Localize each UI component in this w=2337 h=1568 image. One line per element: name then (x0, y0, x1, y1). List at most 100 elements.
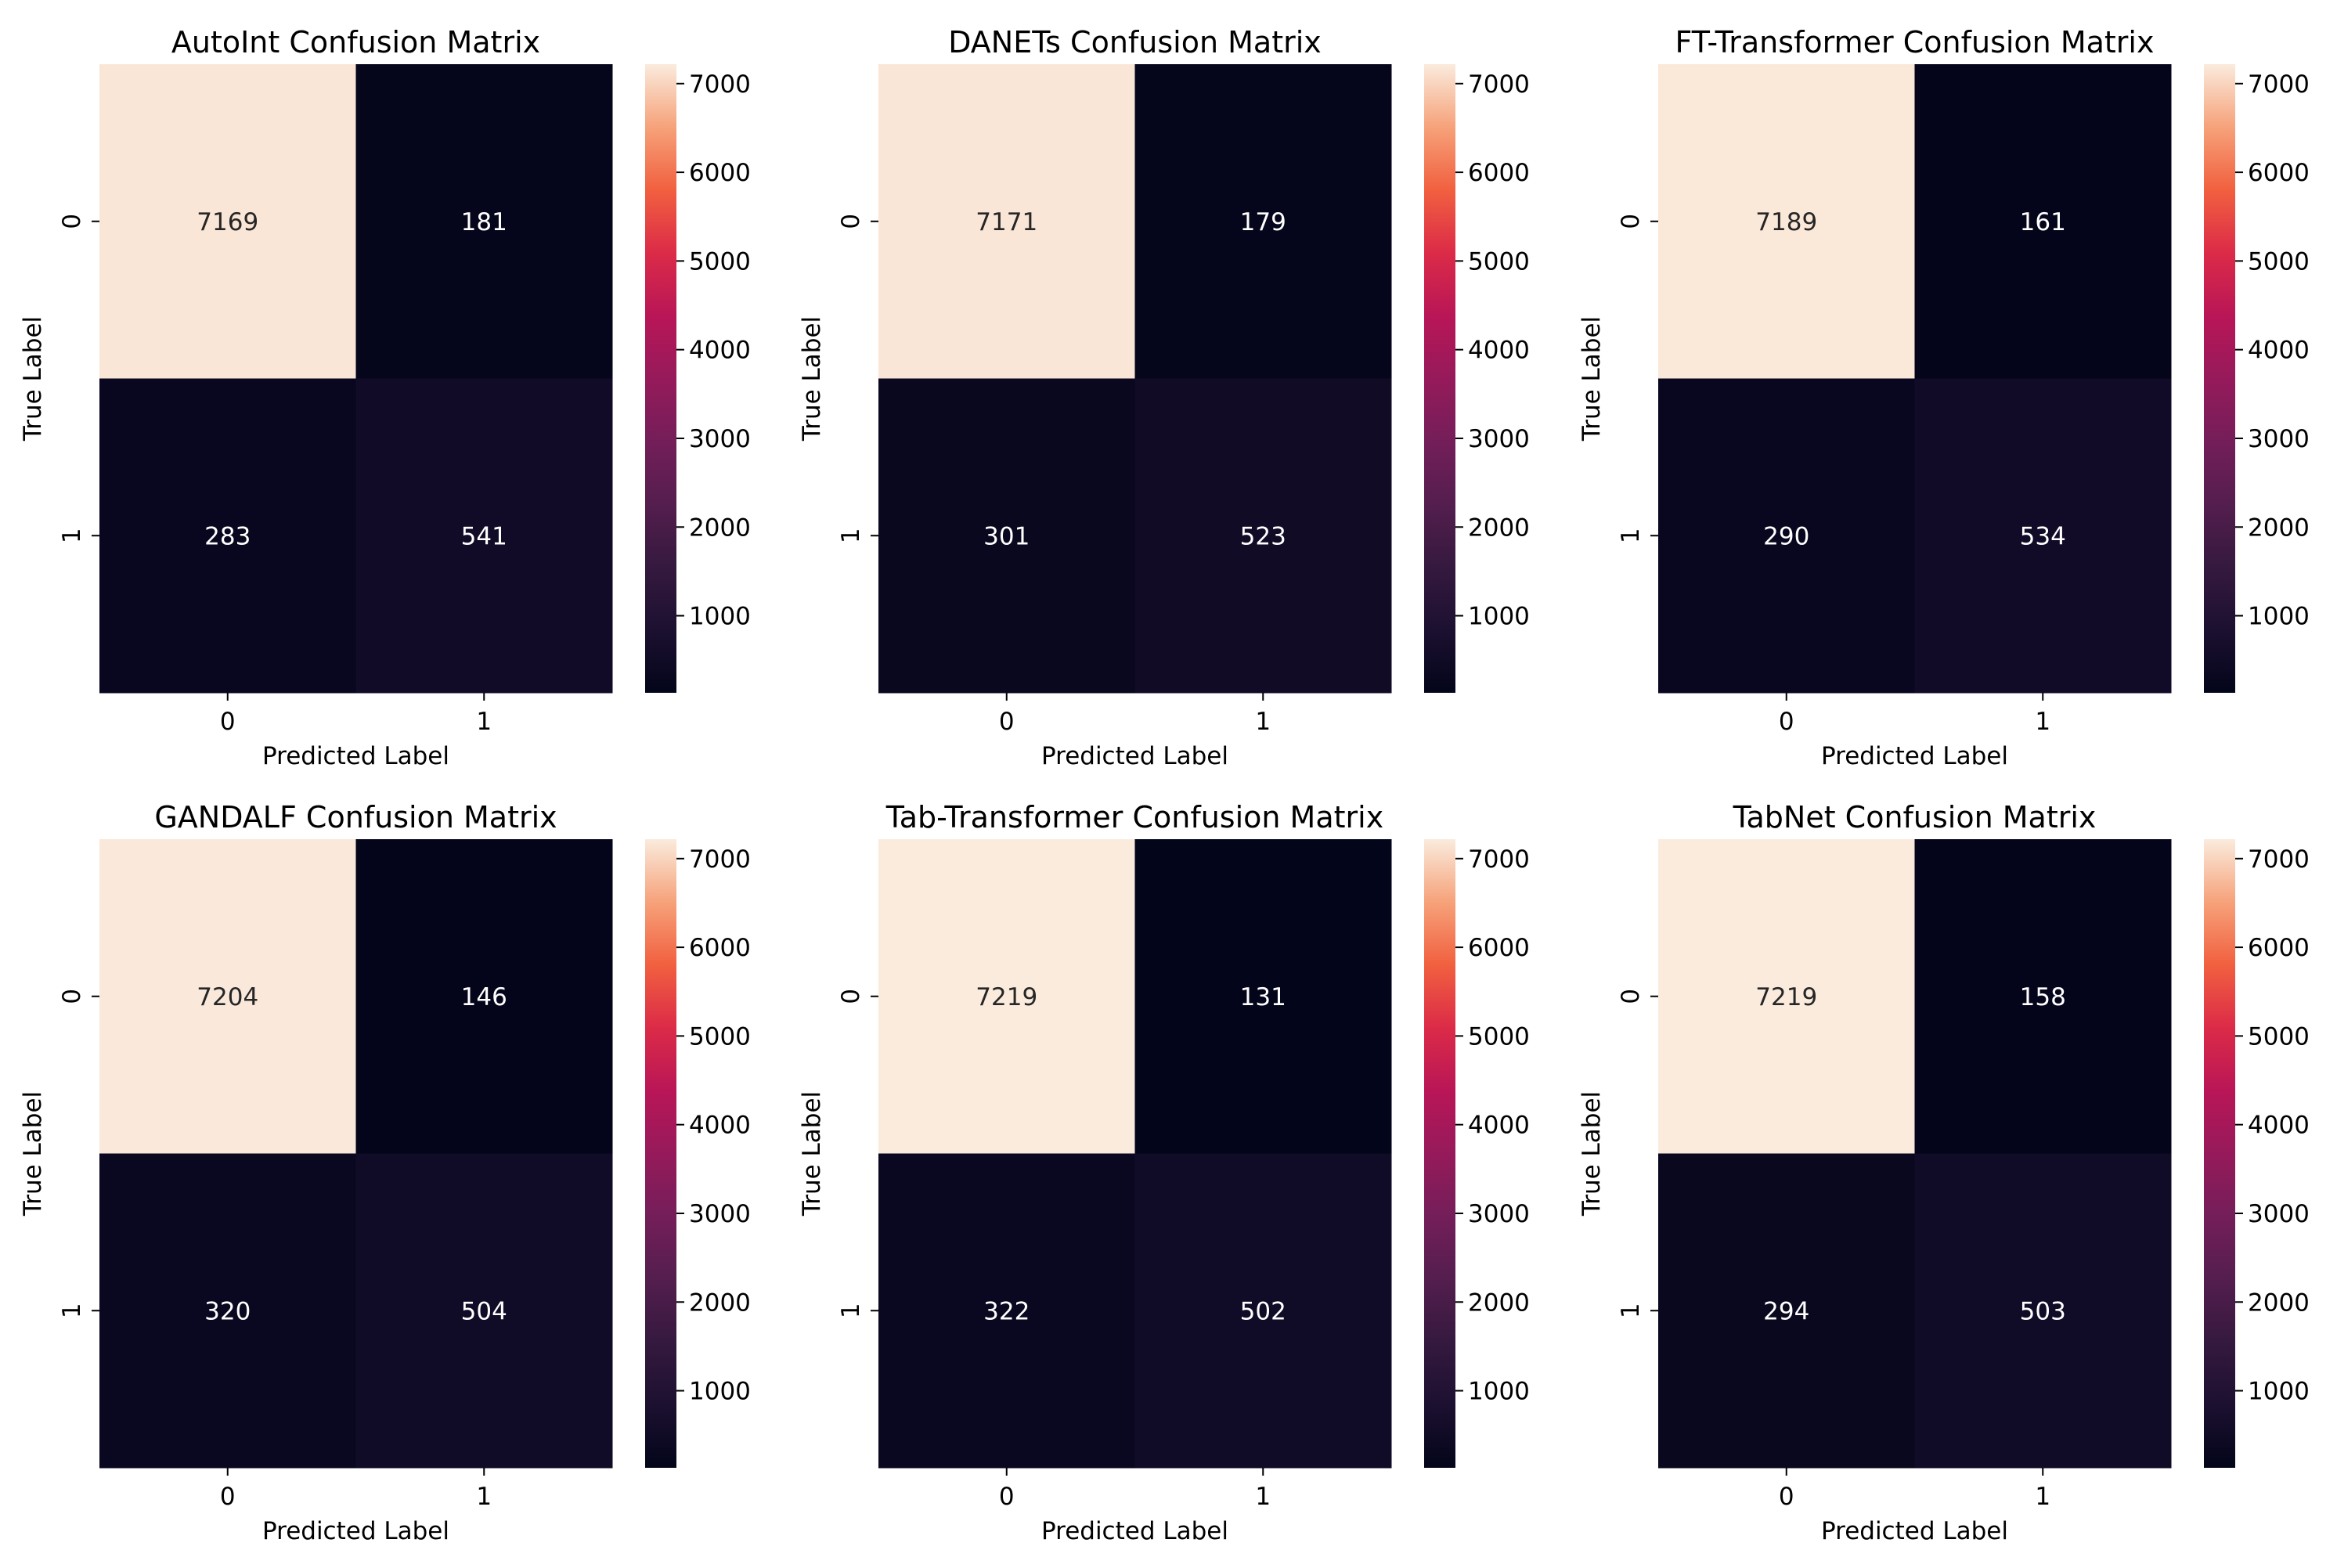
colorbar-tick-label: 2000 (2248, 1289, 2310, 1317)
y-tick-label: 0 (58, 214, 86, 229)
panel-title: AutoInt Confusion Matrix (171, 25, 540, 59)
colorbar-tick-label: 4000 (2248, 337, 2310, 365)
x-tick-label: 0 (220, 708, 236, 736)
cell-value-label: 301 (983, 522, 1030, 550)
cell-value-label: 179 (1240, 208, 1286, 236)
heatmap-cell (1134, 64, 1392, 379)
confusion-matrix-panel-5: TabNet Confusion Matrix 7219 158 294 503 0 1 Pr… (1578, 800, 2310, 1545)
colorbar-tick-label: 5000 (2248, 1022, 2310, 1051)
colorbar-tick-label: 6000 (689, 934, 751, 962)
x-tick-label: 0 (1779, 708, 1794, 736)
heatmap-cell (99, 1153, 356, 1469)
heatmap-cell (355, 378, 613, 694)
cell-value-label: 181 (461, 208, 507, 236)
colorbar-tick-label: 3000 (2248, 425, 2310, 453)
colorbar-tick-label: 3000 (689, 425, 751, 453)
colorbar-tick-label: 6000 (2248, 159, 2310, 187)
x-tick-label: 1 (2035, 1483, 2050, 1511)
colorbar-tick-label: 2000 (1468, 1289, 1530, 1317)
colorbar-tick-label: 1000 (1468, 1378, 1530, 1406)
colorbar-tick-label: 4000 (689, 337, 751, 365)
heatmap-cell (1658, 378, 1915, 694)
cell-value-label: 7189 (1755, 208, 1817, 236)
colorbar-tick-label: 1000 (1468, 603, 1530, 631)
colorbar-tick-label: 1000 (689, 1378, 751, 1406)
cell-value-label: 161 (2020, 208, 2066, 236)
x-axis-label: Predicted Label (1041, 742, 1228, 770)
y-tick-label: 0 (58, 989, 86, 1004)
panel-title: DANETs Confusion Matrix (948, 25, 1322, 59)
cell-value-label: 290 (1763, 522, 1809, 550)
heatmap-cell (1914, 839, 2172, 1154)
x-axis-label: Predicted Label (1821, 742, 2008, 770)
cell-value-label: 7204 (197, 983, 258, 1011)
colorbar-tick-label: 1000 (689, 603, 751, 631)
x-axis-label: Predicted Label (1821, 1517, 2008, 1545)
y-axis-label: True Label (798, 316, 826, 442)
heatmap-cell (355, 1153, 613, 1469)
cell-value-label: 7171 (976, 208, 1037, 236)
y-tick-label: 0 (837, 214, 865, 229)
colorbar-tick-label: 5000 (2248, 247, 2310, 276)
cell-value-label: 158 (2020, 983, 2066, 1011)
colorbar-tick-label: 7000 (2248, 845, 2310, 874)
colorbar (645, 64, 676, 693)
cell-value-label: 283 (204, 522, 251, 550)
x-tick-label: 1 (476, 708, 492, 736)
cell-value-label: 7169 (197, 208, 258, 236)
cell-value-label: 322 (983, 1297, 1030, 1325)
x-tick-label: 0 (999, 708, 1015, 736)
heatmap-cell (99, 839, 356, 1154)
panel-title: TabNet Confusion Matrix (1733, 800, 2097, 834)
heatmap-cell (99, 378, 356, 694)
heatmap-cell (878, 378, 1135, 694)
colorbar-tick-label: 7000 (689, 70, 751, 99)
colorbar-tick-label: 7000 (2248, 70, 2310, 99)
colorbar-tick-label: 6000 (2248, 934, 2310, 962)
x-tick-label: 1 (2035, 708, 2050, 736)
cell-value-label: 504 (461, 1297, 507, 1325)
colorbar-tick-label: 7000 (1468, 845, 1530, 874)
y-axis-label: True Label (1578, 316, 1606, 442)
heatmap-cell (99, 64, 356, 379)
x-axis-label: Predicted Label (262, 742, 449, 770)
colorbar-tick-label: 1000 (2248, 603, 2310, 631)
heatmap-cell (878, 1153, 1135, 1469)
panel-title: FT-Transformer Confusion Matrix (1675, 25, 2155, 59)
panel-title: Tab-Transformer Confusion Matrix (885, 800, 1383, 834)
heatmap-cell (1658, 1153, 1915, 1469)
colorbar-tick-label: 1000 (2248, 1378, 2310, 1406)
heatmap-cell (355, 64, 613, 379)
heatmap-cell (1658, 839, 1915, 1154)
cell-value-label: 7219 (1755, 983, 1817, 1011)
colorbar (645, 839, 676, 1468)
confusion-matrix-panel-1: DANETs Confusion Matrix 7171 179 301 523 0 1 Pr… (798, 25, 1530, 770)
y-tick-label: 1 (1617, 528, 1645, 543)
y-tick-label: 1 (58, 528, 86, 543)
heatmap-cell (1134, 378, 1392, 694)
cell-value-label: 503 (2020, 1297, 2066, 1325)
colorbar-tick-label: 6000 (1468, 159, 1530, 187)
cell-value-label: 131 (1240, 983, 1286, 1011)
colorbar-tick-label: 4000 (2248, 1112, 2310, 1140)
colorbar-tick-label: 5000 (1468, 247, 1530, 276)
colorbar-tick-label: 5000 (689, 1022, 751, 1051)
colorbar-tick-label: 4000 (1468, 337, 1530, 365)
colorbar (2204, 839, 2235, 1468)
colorbar-tick-label: 3000 (689, 1200, 751, 1228)
colorbar-tick-label: 4000 (1468, 1112, 1530, 1140)
colorbar (2204, 64, 2235, 693)
colorbar-tick-label: 5000 (1468, 1022, 1530, 1051)
y-tick-label: 0 (1617, 214, 1645, 229)
x-tick-label: 1 (476, 1483, 492, 1511)
colorbar-tick-label: 3000 (1468, 425, 1530, 453)
y-tick-label: 1 (58, 1303, 86, 1318)
colorbar-tick-label: 3000 (2248, 1200, 2310, 1228)
heatmap-cell (1134, 1153, 1392, 1469)
y-tick-label: 1 (837, 1303, 865, 1318)
cell-value-label: 294 (1763, 1297, 1809, 1325)
y-tick-label: 0 (837, 989, 865, 1004)
colorbar-tick-label: 2000 (689, 514, 751, 542)
y-axis-label: True Label (19, 316, 47, 442)
